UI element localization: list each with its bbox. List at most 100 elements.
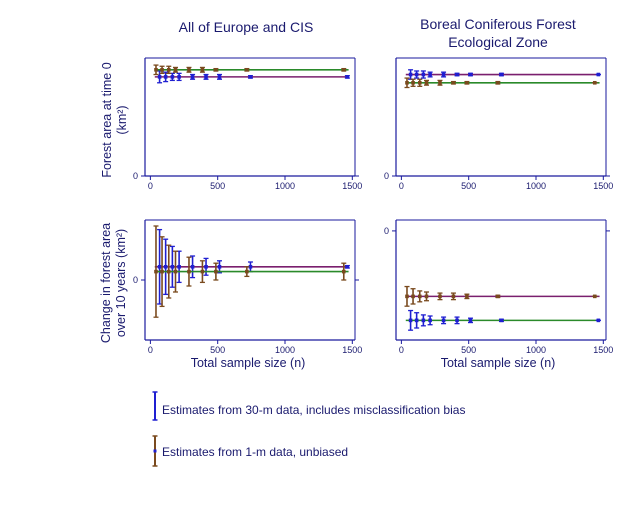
data-point [405, 294, 409, 299]
errorbar-brown [410, 288, 416, 305]
x-tick-label: 500 [461, 345, 476, 355]
data-point [217, 75, 222, 79]
data-point [441, 318, 446, 323]
errorbar-brown [410, 78, 416, 87]
data-point [248, 75, 253, 79]
errorbar-blue [216, 260, 222, 274]
x-tick-label: 1000 [526, 181, 546, 191]
errorbar-blue [190, 255, 196, 279]
errorbar-blue [344, 75, 350, 79]
data-point [428, 318, 432, 323]
data-point [166, 68, 171, 72]
errorbar-brown [186, 66, 192, 73]
data-point [204, 265, 208, 269]
errorbar-blue [498, 72, 504, 77]
errorbar-brown [213, 262, 219, 281]
errorbar-brown [464, 293, 470, 300]
y-tick-label: 0 [384, 226, 389, 236]
data-point [341, 269, 346, 274]
x-tick-label: 1500 [593, 181, 613, 191]
errorbar-blue [169, 72, 175, 82]
errorbar-brown [592, 294, 598, 299]
errorbar-brown [495, 80, 501, 85]
data-point [455, 72, 459, 77]
x-tick-label: 1500 [593, 345, 613, 355]
errorbar-blue [467, 317, 473, 324]
data-point [411, 294, 415, 299]
y-tick-label: 0 [133, 171, 138, 181]
data-point [417, 294, 422, 299]
data-point [190, 75, 195, 79]
errorbar-brown [244, 266, 250, 278]
data-point [421, 72, 426, 77]
data-point [496, 294, 500, 299]
data-point [248, 265, 253, 269]
errorbar-blue [420, 314, 426, 327]
data-point [441, 72, 446, 77]
data-point [451, 80, 456, 85]
x-tick-label: 500 [461, 181, 476, 191]
data-point [160, 269, 164, 274]
ylabel-bottom-line2: over 10 years (km²) [114, 229, 128, 337]
panel-bottom-right: 0 500 1000 1500 0 [384, 219, 613, 355]
ylabel-top-line2: (km²) [115, 105, 129, 134]
errorbar-brown [199, 66, 205, 73]
errorbar-blue [441, 316, 447, 325]
data-point [438, 80, 442, 85]
y-tick-label: 0 [133, 275, 138, 285]
errorbar-brown [450, 80, 456, 85]
data-point [496, 80, 500, 85]
data-point [592, 80, 597, 85]
data-point [428, 72, 432, 77]
errorbar-brown [417, 290, 423, 303]
data-point [245, 269, 249, 274]
legend-label-brown: Estimates from 1-m data, unbiased [162, 445, 348, 459]
data-point [200, 68, 205, 72]
errorbar-blue [203, 73, 209, 80]
errorbar-blue [454, 316, 460, 325]
data-point [465, 294, 469, 299]
data-point [451, 294, 456, 299]
errorbar-brown [437, 292, 443, 301]
errorbar-brown [159, 65, 165, 74]
legend-swatch-brown [152, 435, 158, 467]
data-point [187, 269, 191, 274]
errorbar-blue [176, 250, 182, 284]
data-point [468, 318, 473, 323]
data-point [596, 72, 601, 77]
data-point [163, 265, 168, 269]
data-point [596, 318, 601, 323]
data-point [200, 269, 205, 274]
errorbar-blue [247, 75, 253, 79]
panel-bottom-left: 0 500 1000 1500 0 [133, 219, 362, 355]
data-point [160, 68, 164, 72]
errorbar-brown [173, 66, 179, 73]
errorbar-brown [173, 250, 179, 293]
title-right-line1: Boreal Coniferous Forest [420, 16, 576, 32]
data-point [177, 265, 181, 269]
data-point [405, 80, 409, 85]
ylabel-bottom-line1: Change in forest area [99, 223, 113, 343]
errorbar-blue [595, 72, 601, 77]
x-tick-label: 1000 [526, 345, 546, 355]
data-point [157, 265, 162, 269]
data-point [417, 80, 422, 85]
data-point [187, 68, 191, 72]
data-point [245, 68, 249, 72]
panel-top-right: 0 500 1000 1500 0 [384, 57, 613, 191]
xlabel-bottom-left: Total sample size (n) [191, 356, 306, 370]
errorbar-brown [159, 236, 165, 308]
errorbar-blue [427, 315, 433, 326]
data-point [341, 68, 346, 72]
data-point [170, 75, 175, 79]
errorbar-blue [408, 309, 414, 331]
errorbar-blue [414, 70, 420, 79]
xlabel-bottom-right: Total sample size (n) [441, 356, 556, 370]
x-tick-label: 1500 [342, 345, 362, 355]
errorbar-brown [437, 79, 443, 86]
errorbar-brown [199, 260, 205, 284]
errorbar-brown [166, 244, 172, 299]
data-point [177, 75, 181, 79]
x-tick-label: 0 [399, 345, 404, 355]
